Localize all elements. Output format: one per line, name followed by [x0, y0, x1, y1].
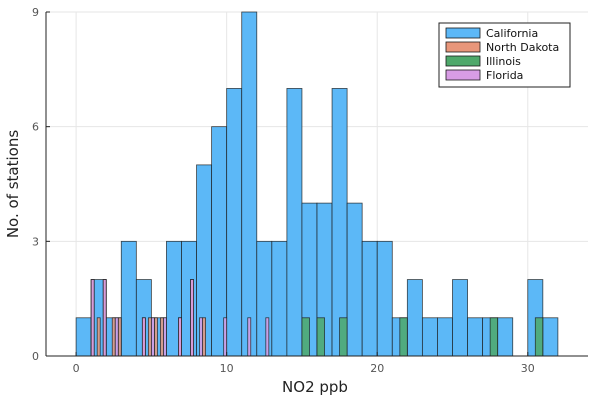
- bar-california: [542, 317, 559, 357]
- bar-california: [331, 88, 348, 357]
- bar-illinois: [399, 317, 408, 357]
- y-tick-label: 3: [32, 235, 39, 248]
- legend-label: Florida: [486, 69, 523, 82]
- bar-north-dakota: [147, 317, 152, 357]
- x-tick-label: 0: [73, 362, 80, 375]
- bar-california: [271, 240, 288, 357]
- bar-north-dakota: [111, 317, 116, 357]
- legend-label: Illinois: [486, 55, 521, 68]
- bar-florida: [141, 317, 146, 357]
- bar-florida: [247, 317, 252, 357]
- bar-north-dakota: [160, 317, 164, 357]
- bar-california: [120, 240, 137, 357]
- x-tick-label: 30: [521, 362, 535, 375]
- bar-north-dakota: [117, 317, 122, 357]
- bar-california: [467, 317, 484, 357]
- legend-label: California: [486, 27, 538, 40]
- bar-florida: [90, 279, 95, 357]
- bar-florida: [223, 317, 228, 357]
- bar-california: [256, 240, 273, 357]
- legend-label: North Dakota: [486, 41, 559, 54]
- legend-swatch: [445, 41, 481, 53]
- bar-florida: [163, 317, 167, 357]
- bar-illinois: [316, 317, 325, 357]
- x-tick-label: 10: [220, 362, 234, 375]
- bar-california: [346, 202, 363, 357]
- bar-california: [361, 240, 378, 357]
- legend-swatch: [445, 69, 481, 81]
- bar-florida: [150, 317, 155, 357]
- legend-swatch: [445, 55, 481, 67]
- bar-florida: [114, 317, 119, 357]
- bar-florida: [199, 317, 203, 357]
- bar-illinois: [534, 317, 544, 357]
- y-tick-label: 9: [32, 6, 39, 19]
- bar-california: [421, 317, 438, 357]
- bar-california: [437, 317, 453, 357]
- bar-california: [226, 88, 243, 357]
- bar-california: [497, 317, 514, 357]
- bar-illinois: [489, 317, 499, 357]
- bar-california: [406, 279, 423, 357]
- axes: 0 10 20 30 0 3 6 9: [32, 6, 588, 375]
- x-tick-label: 20: [370, 362, 384, 375]
- bar-illinois: [339, 317, 348, 357]
- bar-florida: [102, 279, 107, 357]
- bar-north-dakota: [202, 317, 206, 357]
- bar-north-dakota: [153, 317, 158, 357]
- y-axis-label: No. of stations: [4, 130, 22, 239]
- x-axis-label: NO2 ppb: [282, 378, 348, 396]
- bar-california: [241, 11, 258, 357]
- bars: [75, 11, 559, 357]
- y-tick-label: 0: [32, 350, 39, 363]
- y-tick-label: 6: [32, 121, 39, 134]
- bar-florida: [190, 279, 194, 357]
- bar-california: [452, 279, 468, 357]
- bar-illinois: [301, 317, 310, 357]
- bar-california: [181, 240, 197, 357]
- bar-florida: [265, 317, 270, 357]
- bar-california: [376, 240, 393, 357]
- bar-california: [286, 88, 303, 357]
- legend-swatch: [445, 27, 481, 39]
- bar-florida: [178, 317, 182, 357]
- bar-california: [75, 317, 92, 357]
- bar-north-dakota: [96, 317, 101, 357]
